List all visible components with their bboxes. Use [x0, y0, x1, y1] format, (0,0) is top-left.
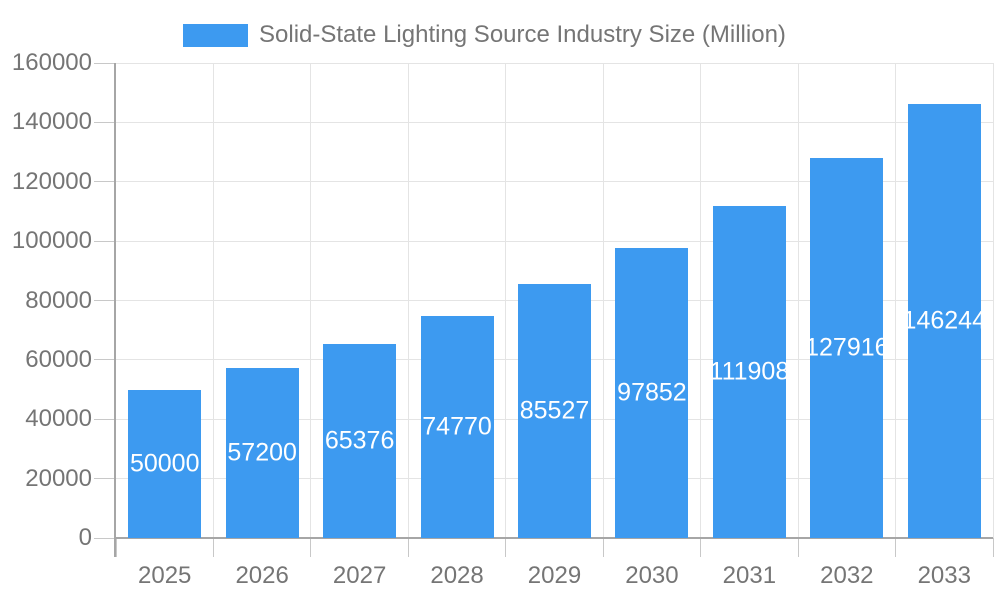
y-tick-label: 60000 [25, 345, 92, 373]
bar-value-label: 74770 [422, 412, 492, 441]
x-axis-tick [505, 538, 507, 557]
x-axis-line [114, 537, 993, 539]
v-gridline [212, 63, 214, 538]
bar[interactable]: 74770 [420, 316, 494, 538]
y-tick-label: 20000 [25, 464, 92, 492]
y-tick-label: 80000 [25, 286, 92, 314]
bar[interactable]: 146244 [903, 104, 986, 538]
x-axis-tick [992, 538, 994, 557]
y-axis-tick [94, 240, 116, 242]
y-axis-tick [94, 62, 116, 64]
x-axis-tick [895, 538, 897, 557]
h-gridline [116, 121, 993, 123]
x-tick-label: 2026 [235, 562, 289, 589]
bar-value-label: 97852 [617, 378, 687, 407]
v-gridline [407, 63, 409, 538]
bar-value-label: 57200 [227, 438, 297, 467]
x-tick-label: 2033 [917, 562, 971, 589]
y-tick-label: 160000 [11, 49, 92, 76]
y-axis-tick [94, 359, 116, 361]
bar[interactable]: 111908 [710, 206, 789, 538]
x-axis-tick [115, 538, 117, 557]
x-tick-label: 2032 [820, 562, 874, 589]
x-tick-label: 2029 [527, 562, 582, 589]
y-tick-label: 100000 [11, 227, 92, 255]
bar-value-label: 111908 [709, 357, 790, 386]
bar[interactable]: 85527 [518, 284, 591, 538]
h-gridline [116, 181, 993, 183]
v-gridline [700, 63, 702, 538]
bar[interactable]: 57200 [225, 368, 299, 538]
bar[interactable]: 65376 [323, 344, 397, 538]
x-axis-tick [310, 538, 312, 557]
y-axis-tick [94, 181, 116, 183]
v-gridline [505, 63, 507, 538]
bar[interactable]: 97852 [615, 248, 689, 538]
y-axis-line [114, 63, 116, 557]
bar[interactable]: 127916 [805, 158, 889, 538]
v-gridline [992, 63, 994, 538]
bar-value-label: 85527 [519, 396, 590, 425]
bar-value-label: 65376 [324, 426, 395, 455]
x-tick-label: 2025 [138, 562, 192, 589]
x-axis-tick [602, 538, 604, 557]
h-gridline [116, 62, 993, 64]
legend-label: Solid-State Lighting Source Industry Siz… [259, 21, 786, 48]
x-tick-label: 2028 [430, 562, 484, 589]
v-gridline [602, 63, 604, 538]
x-axis-tick [212, 538, 214, 557]
y-tick-label: 40000 [25, 405, 92, 433]
legend[interactable]: Solid-State Lighting Source Industry Siz… [183, 21, 786, 49]
bar-value-label: 146244 [902, 306, 986, 335]
v-gridline [797, 63, 799, 538]
y-axis-tick [94, 121, 116, 123]
x-axis-tick [797, 538, 799, 557]
y-tick-label: 120000 [11, 167, 92, 195]
h-gridline [116, 240, 993, 242]
bar[interactable]: 50000 [128, 390, 202, 538]
v-gridline [310, 63, 312, 538]
y-axis-tick [94, 418, 116, 420]
bar-value-label: 50000 [129, 449, 200, 478]
y-axis-tick [94, 300, 116, 301]
x-axis-tick [700, 538, 702, 557]
x-tick-label: 2027 [332, 562, 387, 589]
bar-value-label: 127916 [805, 333, 889, 362]
v-gridline [895, 63, 897, 538]
y-tick-label: 0 [78, 524, 92, 551]
x-tick-label: 2031 [722, 562, 777, 589]
y-axis-tick [94, 478, 116, 480]
x-tick-label: 2030 [625, 562, 679, 589]
x-axis-tick [407, 538, 409, 557]
legend-swatch [183, 23, 248, 47]
y-axis-tick [94, 537, 116, 539]
y-tick-label: 140000 [11, 108, 92, 136]
